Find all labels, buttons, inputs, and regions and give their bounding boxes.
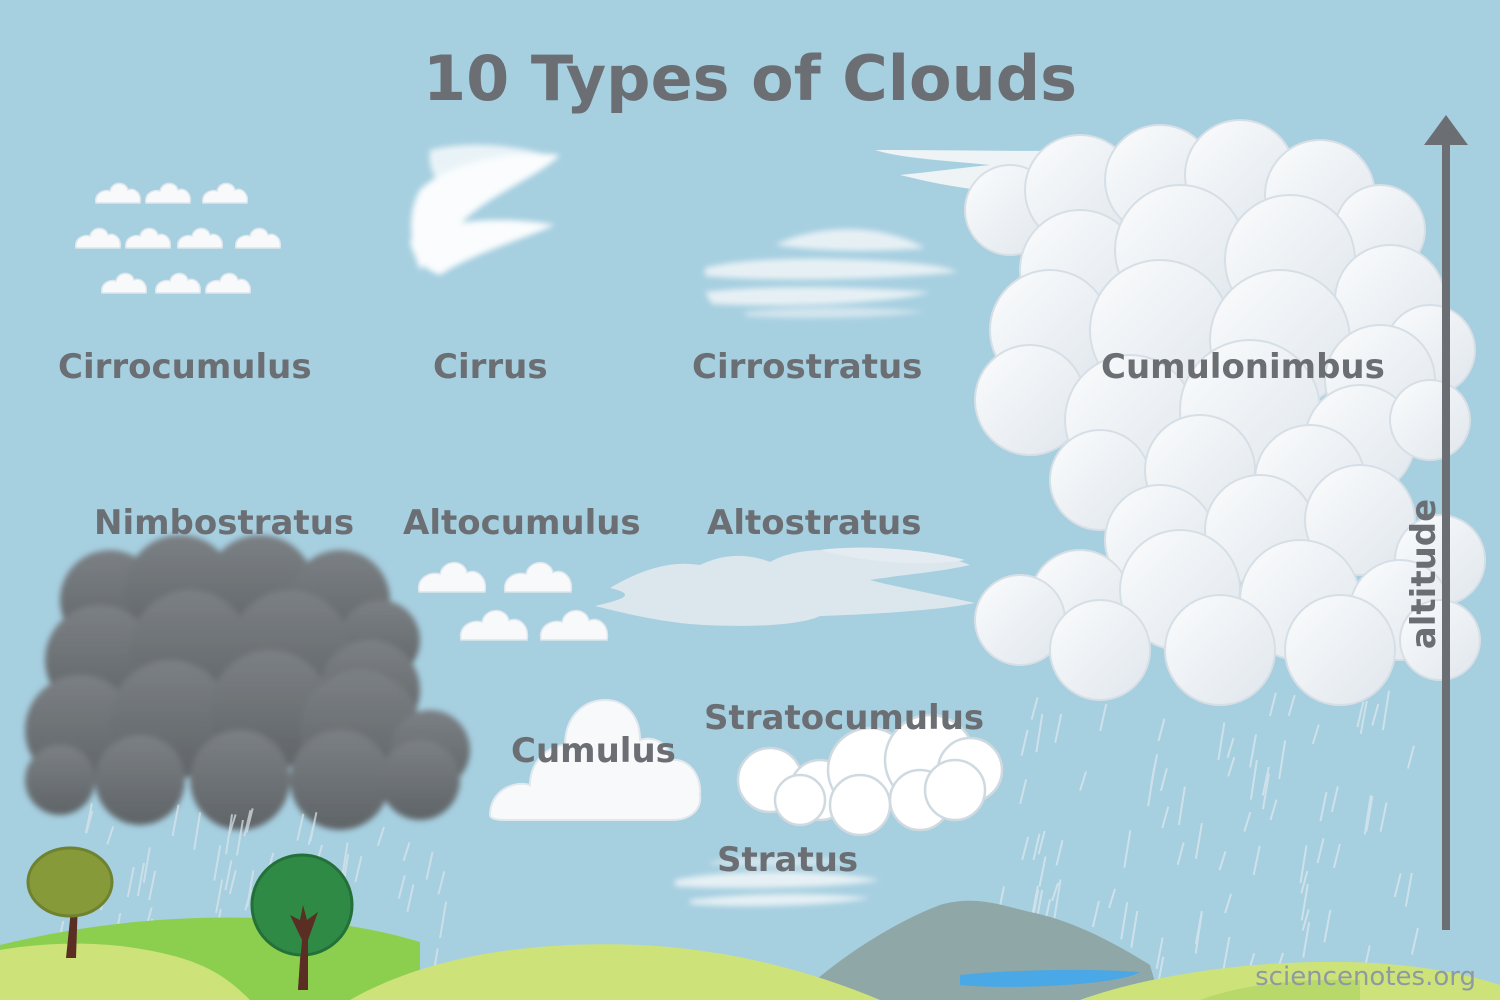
label-nimbostratus: Nimbostratus xyxy=(94,503,355,543)
nimbostratus-cloud xyxy=(25,535,470,830)
tree-green xyxy=(250,853,354,990)
altocumulus-cloud xyxy=(417,561,609,641)
cumulonimbus-cloud xyxy=(875,119,1486,706)
altitude-arrow xyxy=(1424,115,1468,930)
site-credit: sciencenotes.org xyxy=(1255,962,1476,992)
stratocumulus-cloud xyxy=(736,713,1004,837)
label-cumulonimbus: Cumulonimbus xyxy=(1101,347,1385,387)
stratus-cloud xyxy=(675,856,880,906)
label-altocumulus: Altocumulus xyxy=(403,503,641,543)
label-cirrus: Cirrus xyxy=(433,347,548,387)
altitude-label: altitude xyxy=(1404,498,1444,650)
page-title: 10 Types of Clouds xyxy=(422,42,1078,115)
altostratus-cloud xyxy=(595,547,975,626)
label-cumulus: Cumulus xyxy=(511,731,676,771)
cirrocumulus-cloud xyxy=(75,182,282,294)
cirrostratus-cloud xyxy=(705,229,958,319)
label-stratus: Stratus xyxy=(717,840,859,880)
label-altostratus: Altostratus xyxy=(707,503,922,543)
cirrus-cloud xyxy=(410,144,560,275)
tree-olive xyxy=(26,846,114,958)
cumulonimbus-rain xyxy=(996,690,1419,988)
label-cirrostratus: Cirrostratus xyxy=(692,347,923,387)
cumulus-cloud xyxy=(488,698,702,821)
label-stratocumulus: Stratocumulus xyxy=(704,698,985,738)
label-cirrocumulus: Cirrocumulus xyxy=(58,347,312,387)
